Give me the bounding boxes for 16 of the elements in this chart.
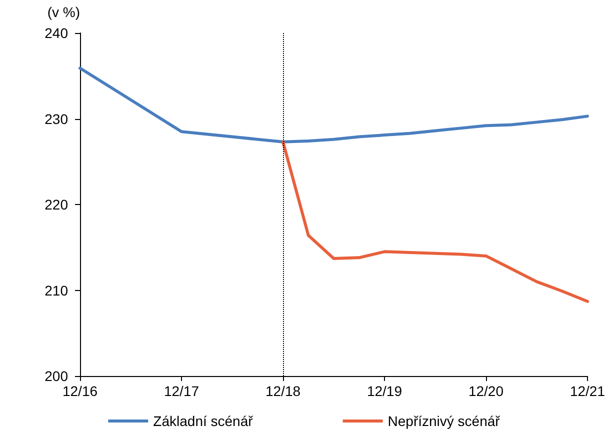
y-tick-label: 230 [44, 110, 68, 127]
legend-label: Nepříznivý scénář [388, 413, 500, 429]
line-series [281, 140, 589, 303]
x-tick-label: 12/17 [164, 383, 200, 399]
legend-label: Základní scénář [153, 413, 254, 429]
y-tick-label: 200 [44, 368, 68, 384]
y-tick-label: 220 [44, 196, 68, 212]
y-tick-label: 210 [44, 282, 68, 298]
x-tick-label: 12/18 [265, 383, 301, 399]
line-series [78, 66, 589, 144]
y-axis-title: (v %) [47, 4, 80, 20]
x-tick-label: 12/16 [62, 383, 98, 399]
x-tick-label: 12/19 [366, 383, 402, 399]
x-tick-label: 12/20 [468, 383, 504, 399]
x-tick-label: 12/21 [570, 383, 606, 399]
y-tick-label: 240 [44, 25, 68, 41]
